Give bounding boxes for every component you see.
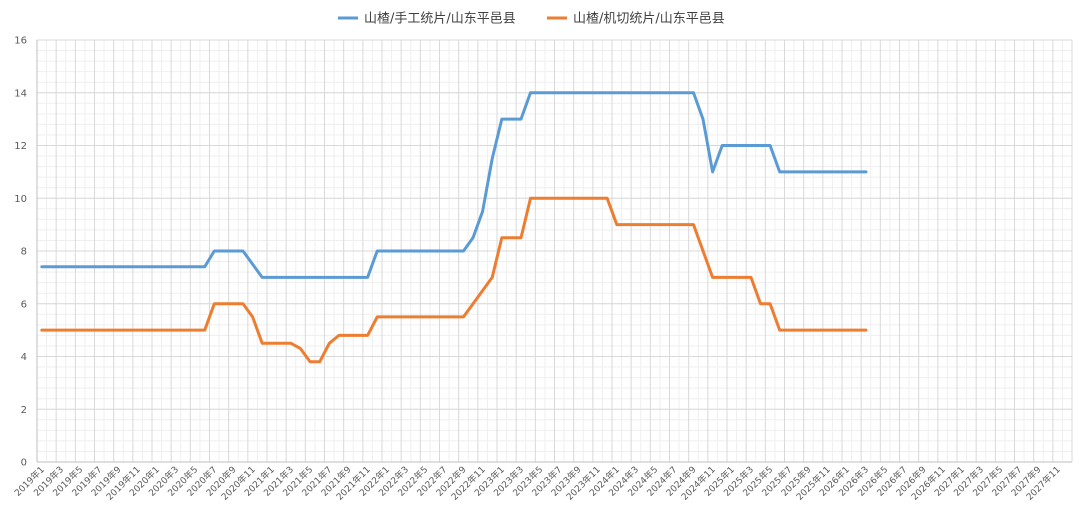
y-tick-label: 12 [14,141,27,152]
y-tick-label: 4 [21,352,27,363]
y-tick-label: 6 [21,299,27,310]
y-tick-label: 14 [14,88,27,99]
y-tick-label: 16 [14,36,27,47]
grid [36,39,1073,463]
series-line-1 [40,91,868,279]
legend-label-1: 山楂/手工统片/山东平邑县 [364,12,516,27]
y-tick-label: 2 [21,405,27,416]
series-line-2 [40,196,868,364]
y-tick-label: 0 [21,458,27,469]
y-tick-label: 10 [14,194,27,205]
series-lines [40,91,868,364]
legend-label-2: 山楂/机切统片/山东平邑县 [573,12,725,27]
y-tick-label: 8 [21,247,27,258]
legend: 山楂/手工统片/山东平邑县 山楂/机切统片/山东平邑县 [338,12,725,27]
